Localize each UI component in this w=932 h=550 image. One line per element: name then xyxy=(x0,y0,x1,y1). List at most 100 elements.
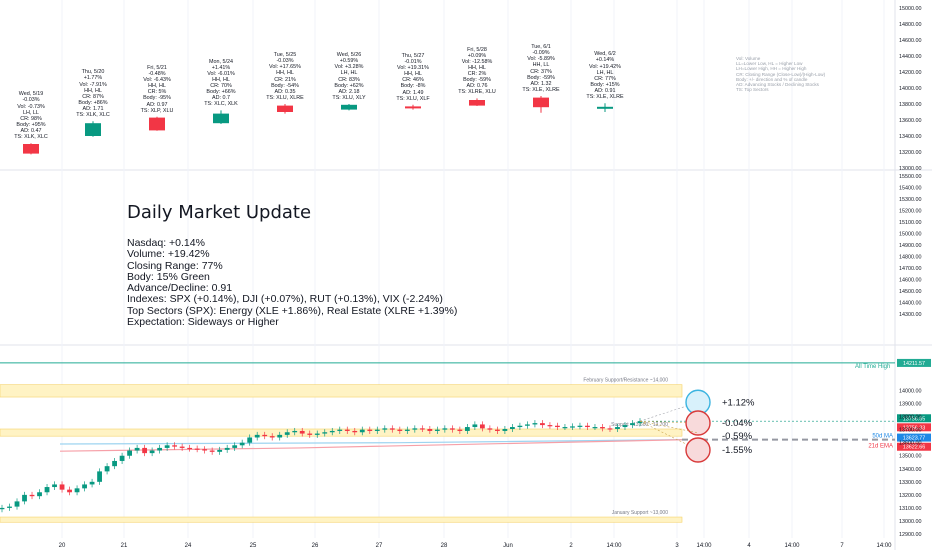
day-card-line: -0.48% xyxy=(148,71,166,78)
day-card-line: CR: 98% xyxy=(20,115,42,122)
price-tick-label: 14900.00 xyxy=(899,243,921,249)
price-candle-body xyxy=(419,428,425,430)
price-candle-body xyxy=(389,428,395,430)
day-card-line: TS: XLE, XLRE xyxy=(522,86,560,93)
price-candle-body xyxy=(555,425,560,428)
summary-line: Nasdaq: +0.14% xyxy=(127,237,205,249)
price-tick-label: 15300.00 xyxy=(899,197,921,203)
price-candle-body xyxy=(104,466,110,472)
price-tick-label: 13200.00 xyxy=(899,150,921,156)
update-title: Daily Market Update xyxy=(127,202,312,223)
support-zone xyxy=(0,516,683,523)
time-tick-label: 20 xyxy=(59,543,66,549)
candle-body xyxy=(405,106,421,109)
support-zone xyxy=(0,384,683,398)
day-card-line: Vol: -6.01% xyxy=(207,70,235,77)
price-candle-body xyxy=(209,450,215,452)
price-badge xyxy=(897,423,931,432)
price-candle-body xyxy=(337,429,343,431)
day-card-line: TS: XLE, XLRE xyxy=(586,94,624,101)
price-tick-label: 15500.00 xyxy=(899,174,921,180)
price-candle-body xyxy=(562,427,568,429)
price-candle-body xyxy=(547,425,553,427)
price-tick-label: 13300.00 xyxy=(899,480,921,486)
price-series xyxy=(0,418,895,513)
price-tick-label: 14600.00 xyxy=(899,278,921,284)
time-tick-label: 21 xyxy=(121,543,128,549)
grid-lines xyxy=(61,0,885,538)
price-tick-label: 15000.00 xyxy=(899,6,921,12)
price-tick-label: 13100.00 xyxy=(899,506,921,512)
day-card-line: HH, HL xyxy=(148,83,166,90)
day-card-line: Body: +66% xyxy=(206,89,236,96)
day-card-line: AD: 0.7 xyxy=(212,95,230,102)
summary-line: Closing Range: 77% xyxy=(127,259,223,272)
day-card-line: Body: +86% xyxy=(78,99,108,106)
price-tick-label: 15400.00 xyxy=(899,186,921,192)
summary-line: Indexes: SPX (+0.14%), DJI (+0.07%), RUT… xyxy=(127,293,443,306)
level-label: 21d EMA xyxy=(868,444,893,450)
price-candle-body xyxy=(344,429,350,431)
price-candle-body xyxy=(457,429,463,431)
summary-line: Volume: +19.42% xyxy=(127,248,210,261)
day-card-line: Body: -59% xyxy=(463,77,491,84)
candle-body xyxy=(213,113,229,124)
price-tick-label: 14400.00 xyxy=(899,301,921,307)
price-candle-body xyxy=(142,447,148,454)
price-tick-label: 12900.00 xyxy=(899,532,921,538)
price-candle-body xyxy=(502,429,508,431)
summary-line: Top Sectors (SPX): Energy (XLE +1.86%), … xyxy=(127,304,458,317)
price-candle-body xyxy=(600,427,605,429)
day-card-line: TS: XLU, XLRE xyxy=(266,94,304,101)
time-tick-label: 28 xyxy=(441,543,448,549)
price-tick-label: 13500.00 xyxy=(899,454,921,460)
day-card-line: TS: XLU, XLY xyxy=(332,94,366,101)
price-candle-body xyxy=(374,429,380,431)
day-card-line: -0.01% xyxy=(404,59,422,66)
top-panel xyxy=(0,0,932,170)
day-card-line: +0.09% xyxy=(467,52,487,59)
day-card-line: CR: 21% xyxy=(274,76,296,83)
day-card-line: AD: 0.35 xyxy=(274,88,296,95)
price-candle-body xyxy=(292,430,298,433)
day-card-line: Wed, 5/19 xyxy=(18,91,44,98)
legend-line: TS: Top Sectors xyxy=(736,87,769,93)
day-card-line: CR: 77% xyxy=(594,75,616,82)
price-candle-body xyxy=(532,423,538,425)
price-badge-text: 13622.66 xyxy=(903,445,925,451)
projection-label: -0.59% xyxy=(722,431,753,442)
price-tick-label: 13600.00 xyxy=(899,118,921,124)
level-lines: All Time High 14211.57 50d MA 21d EMA 13623.… xyxy=(0,358,931,452)
price-tick-label: 14800.00 xyxy=(899,255,921,261)
price-candle-body xyxy=(149,450,155,454)
day-card-line: AD: 2.18 xyxy=(338,88,360,95)
projection-label: -0.04% xyxy=(722,418,753,429)
projection-circle xyxy=(685,410,711,436)
day-card-line: TS: XLRE, XLU xyxy=(458,89,496,96)
day-card-line: HH, HL xyxy=(212,76,230,83)
price-candle-body xyxy=(82,484,87,489)
day-card-line: +1.41% xyxy=(211,64,231,71)
day-card-line: Body: +15% xyxy=(590,81,620,88)
price-candle-body xyxy=(194,448,200,450)
price-candle-body xyxy=(352,430,358,433)
price-tick-label: 13700.00 xyxy=(899,428,921,434)
price-candle-body xyxy=(22,494,27,502)
day-card-line: +0.59% xyxy=(339,58,359,65)
day-card-line: Vol: -5.89% xyxy=(527,56,555,63)
price-tick-label: 13400.00 xyxy=(899,134,921,140)
price-candle-body xyxy=(382,428,388,430)
mini-candles xyxy=(23,96,613,155)
price-badge-text: 13756.65 xyxy=(903,416,925,422)
summary-line: Advance/Decline: 0.91 xyxy=(127,282,233,295)
level-label: All Time High xyxy=(855,364,890,370)
price-candle-body xyxy=(269,436,275,438)
time-tick-label: 2 xyxy=(569,543,573,549)
price-candle-body xyxy=(314,433,320,435)
price-candle-body xyxy=(570,426,575,428)
bottom-price-axis: 14000.00 13900.00 13800.00 13700.00 13600.00… xyxy=(899,389,921,538)
price-badge xyxy=(897,433,931,442)
projection-markers: +1.12% -0.04% -0.59% -1.55% xyxy=(639,389,755,463)
day-card-line: AD: 0.76 xyxy=(466,83,488,90)
update-summary: Nasdaq: +0.14% Volume: +19.42% Closing R… xyxy=(127,237,458,328)
